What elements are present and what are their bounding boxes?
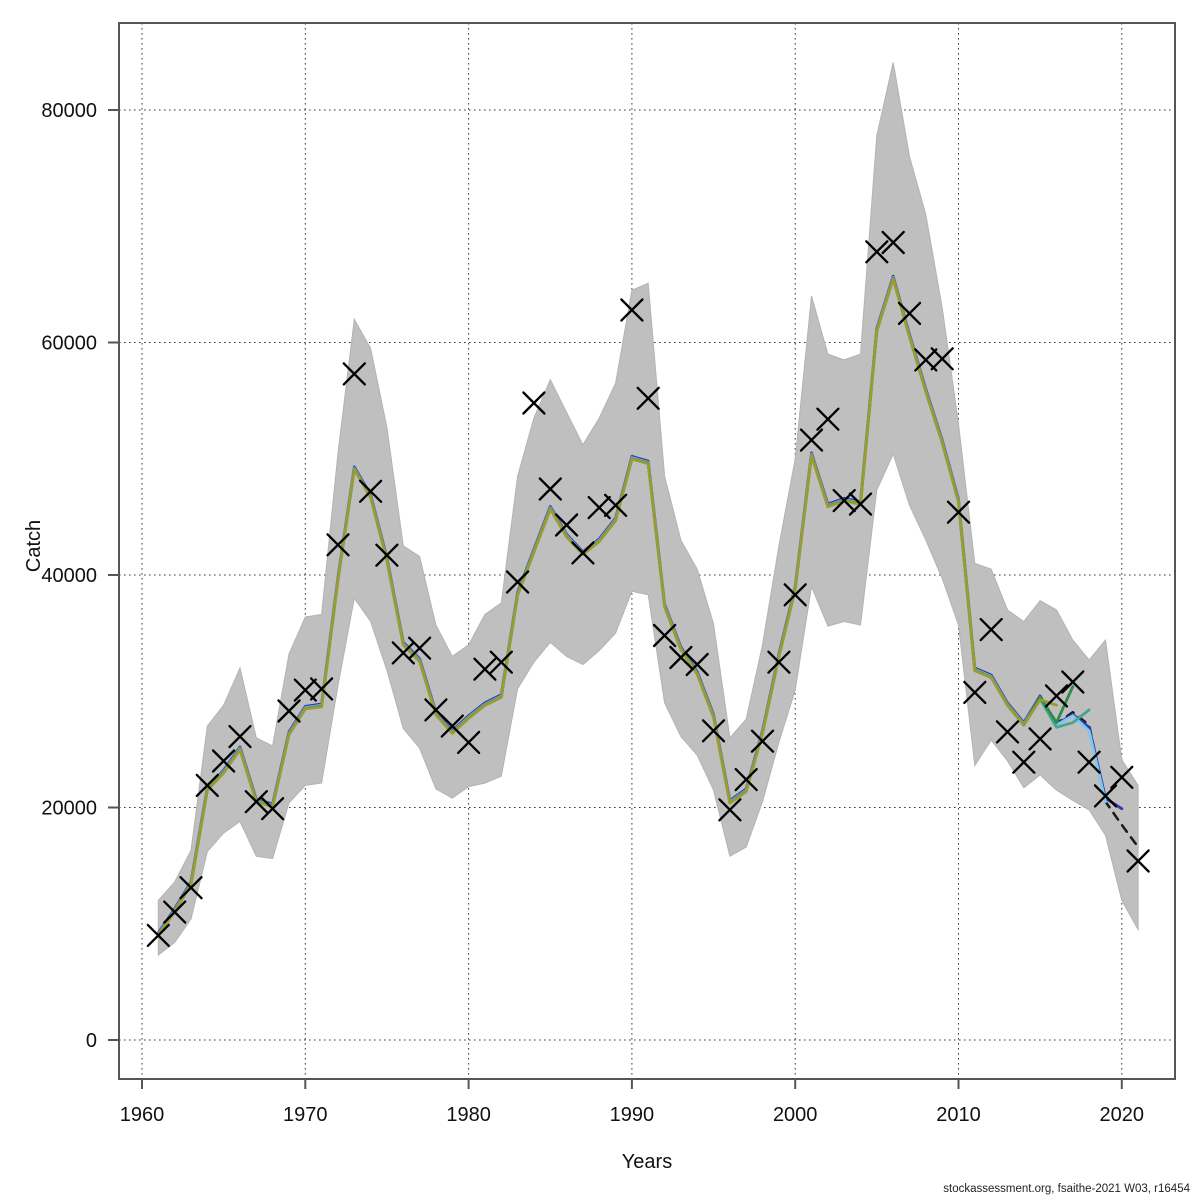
observed-catch-x-marker xyxy=(489,650,513,674)
observed-catch-x-marker xyxy=(865,240,889,264)
observed-catch-x-marker xyxy=(669,645,693,670)
grid-lines xyxy=(119,23,1175,1079)
y-axis-title: Catch xyxy=(23,520,45,572)
observed-catch-x-marker xyxy=(391,641,415,665)
observed-catch-x-marker xyxy=(163,900,187,924)
y-axis-tick-label: 0 xyxy=(86,1030,97,1052)
observed-catch-x-marker xyxy=(652,623,677,648)
y-axis-tick-label: 60000 xyxy=(41,333,97,355)
observed-catch-x-marker xyxy=(277,699,301,723)
observed-catch-x-marker xyxy=(195,773,219,798)
observed-catch-x-marker xyxy=(603,493,628,517)
observed-catch-x-marker xyxy=(211,749,236,773)
observed-catch-x-marker xyxy=(881,230,905,255)
observed-catch-x-marker xyxy=(636,386,660,410)
observed-catch-x-marker xyxy=(767,650,791,674)
observed-catch-x-marker xyxy=(473,657,497,681)
observed-catch-x-marker xyxy=(620,298,644,322)
observed-catch-x-marker xyxy=(734,767,758,792)
observed-catch-x-marker xyxy=(260,797,285,821)
axes: 1960 1970 1980 1990 2000 2010 2020 0 20000 40000 6… xyxy=(41,22,1176,1126)
observed-catch-x-marker xyxy=(1061,670,1085,694)
observed-catch-x-marker xyxy=(538,477,562,501)
retro-run-line xyxy=(156,277,1058,938)
confidence-band-polygon xyxy=(157,62,1139,957)
observed-catch-x-marker xyxy=(407,636,432,660)
observed-catch-x-marker xyxy=(326,533,350,557)
observed-catch-x-marker xyxy=(963,680,987,705)
observed-catch-x-marker xyxy=(750,729,775,753)
retro-run-lines xyxy=(156,274,1140,938)
observed-catch-x-marker xyxy=(685,652,709,677)
footer-credit: stockassessment.org, fsaithe-2021 W03, r… xyxy=(943,1183,1190,1195)
observed-catch-x-marker xyxy=(522,391,546,415)
confidence-band xyxy=(157,62,1139,957)
observed-catch-x-marker xyxy=(1044,684,1069,708)
observed-catch-x-marker xyxy=(979,617,1003,642)
observed-catch-x-marker xyxy=(228,724,252,749)
observed-catch-x-marker xyxy=(816,407,840,431)
observed-catch-x-marker xyxy=(995,720,1020,744)
observed-catch-x-marker xyxy=(799,428,824,452)
observed-catch-x-marker xyxy=(897,301,922,326)
x-axis-tick-label: 1990 xyxy=(610,1104,655,1126)
x-axis-tick-label: 1960 xyxy=(120,1104,165,1126)
observed-catch-x-marker xyxy=(783,583,807,607)
plot-border xyxy=(118,22,1176,1080)
x-axis-tick-label: 1980 xyxy=(446,1104,491,1126)
observed-catch-x-marker xyxy=(342,362,366,386)
observed-catch-x-marker xyxy=(848,492,873,516)
x-axis-tick-label: 2000 xyxy=(773,1104,818,1126)
observed-catch-x-marker xyxy=(701,719,726,743)
observed-catch-x-marker xyxy=(1028,727,1052,751)
observed-catch-markers xyxy=(146,230,1150,948)
observed-catch-x-marker xyxy=(358,479,383,503)
observed-catch-x-marker xyxy=(456,730,481,755)
observed-catch-x-marker xyxy=(1093,784,1118,808)
observed-catch-x-marker xyxy=(1110,765,1134,789)
observed-catch-x-marker xyxy=(179,876,203,900)
x-axis-tick-label: 2020 xyxy=(1100,1104,1145,1126)
observed-catch-x-marker xyxy=(571,541,595,565)
observed-catch-x-marker xyxy=(244,790,268,814)
y-axis-tick-label: 40000 xyxy=(41,565,97,587)
observed-catch-x-marker xyxy=(309,677,334,701)
observed-catch-x-marker xyxy=(375,543,399,567)
observed-catch-x-marker xyxy=(1077,750,1101,774)
observed-catch-x-marker xyxy=(1126,849,1150,873)
observed-catch-x-marker xyxy=(554,513,579,537)
x-axis-title: Years xyxy=(622,1151,672,1173)
y-axis-tick-label: 80000 xyxy=(41,100,97,122)
x-axis-tick-label: 2010 xyxy=(936,1104,981,1126)
y-axis-tick-label: 20000 xyxy=(41,798,97,820)
observed-catch-x-marker xyxy=(146,923,170,948)
observed-catch-x-marker xyxy=(718,798,742,822)
observed-catch-x-marker xyxy=(1012,750,1036,774)
x-axis-tick-label: 1970 xyxy=(283,1104,328,1126)
observed-catch-x-marker xyxy=(946,500,971,524)
observed-catch-x-marker xyxy=(505,570,530,594)
observed-catch-x-marker xyxy=(930,347,954,371)
